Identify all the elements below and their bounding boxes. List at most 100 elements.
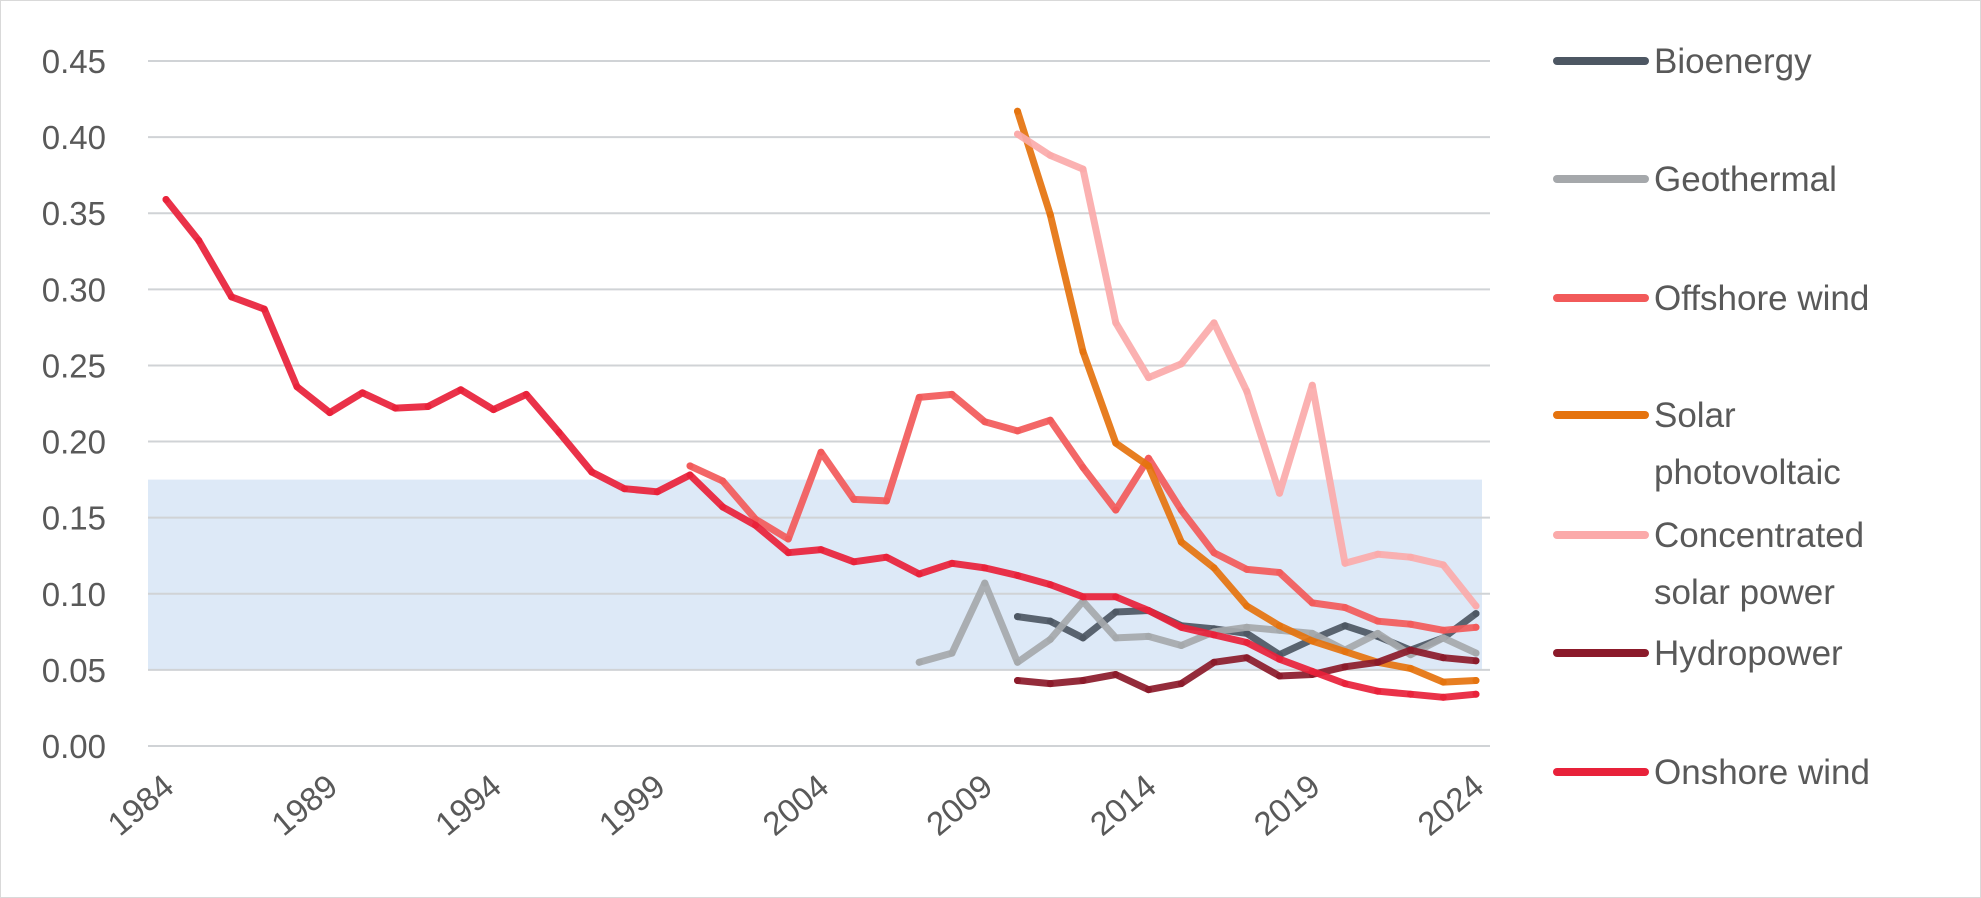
data-point bbox=[1407, 620, 1414, 628]
data-point bbox=[1276, 622, 1283, 630]
data-point bbox=[1243, 638, 1251, 646]
x-tick-label: 2014 bbox=[1083, 767, 1163, 843]
data-point bbox=[1472, 610, 1480, 618]
data-point bbox=[1374, 550, 1382, 558]
data-point bbox=[1145, 374, 1152, 382]
data-point bbox=[850, 558, 858, 566]
y-tick-label: 0.45 bbox=[42, 43, 106, 80]
data-point bbox=[1472, 649, 1480, 657]
data-point bbox=[1112, 506, 1120, 514]
data-point bbox=[1014, 130, 1021, 138]
data-point bbox=[1046, 416, 1054, 424]
data-point bbox=[359, 389, 366, 397]
x-tick-label: 2019 bbox=[1247, 767, 1327, 843]
y-tick-label: 0.20 bbox=[42, 424, 106, 461]
legend-label: Offshore wind bbox=[1654, 279, 1869, 318]
x-tick-label: 1989 bbox=[264, 767, 344, 843]
legend-item-onshore-wind: Onshore wind bbox=[1553, 753, 1870, 792]
data-point bbox=[1112, 439, 1120, 447]
series-concentrated-solar-power bbox=[1014, 130, 1480, 610]
legend-label: Bioenergy bbox=[1654, 42, 1812, 81]
data-point bbox=[1407, 646, 1414, 654]
data-point bbox=[424, 403, 432, 411]
legend-label: Hydropower bbox=[1654, 634, 1843, 673]
data-point bbox=[1374, 629, 1382, 637]
data-point bbox=[1308, 637, 1316, 645]
series-offshore-wind bbox=[686, 390, 1480, 634]
legend-item-concentrated-solar-power: Concentrated solar power bbox=[1553, 516, 1864, 612]
series-onshore-wind bbox=[162, 196, 1480, 701]
data-point bbox=[1439, 678, 1447, 686]
data-point bbox=[981, 579, 989, 587]
data-point bbox=[1407, 553, 1414, 561]
legend-label: solar power bbox=[1654, 573, 1835, 612]
y-tick-label: 0.00 bbox=[42, 728, 106, 765]
y-tick-label: 0.35 bbox=[42, 195, 106, 232]
data-point bbox=[686, 471, 694, 479]
legend-label: Solar bbox=[1654, 396, 1736, 435]
data-point bbox=[686, 462, 694, 470]
data-point bbox=[1407, 664, 1414, 672]
data-point bbox=[1014, 572, 1021, 580]
x-axis-ticks: 1984 1989 1994 1999 2004 2009 2014 2019 2024 bbox=[100, 767, 1490, 843]
data-point bbox=[1177, 642, 1185, 650]
data-point bbox=[326, 409, 334, 417]
data-point bbox=[1210, 549, 1218, 557]
data-point bbox=[1210, 631, 1218, 639]
y-tick-label: 0.25 bbox=[42, 347, 106, 384]
y-axis-ticks: 0.00 0.05 0.10 0.15 0.20 0.25 0.30 0.35 0.40 0.45 bbox=[42, 43, 106, 765]
data-point bbox=[1079, 348, 1087, 356]
legend-label: Concentrated bbox=[1654, 516, 1864, 555]
data-point bbox=[1145, 454, 1152, 462]
data-point bbox=[1341, 559, 1349, 567]
data-point bbox=[1439, 626, 1447, 634]
data-point bbox=[1374, 687, 1382, 695]
data-point bbox=[1341, 680, 1349, 688]
data-point bbox=[260, 305, 268, 313]
data-point bbox=[1276, 568, 1283, 576]
data-point bbox=[1210, 564, 1218, 572]
data-point bbox=[1079, 463, 1087, 471]
data-point bbox=[1145, 632, 1152, 640]
data-point bbox=[1046, 680, 1054, 688]
data-point bbox=[1341, 663, 1349, 671]
data-point bbox=[391, 404, 399, 412]
data-point bbox=[1112, 319, 1120, 327]
data-point bbox=[1374, 617, 1382, 625]
data-point bbox=[948, 390, 956, 398]
data-point bbox=[915, 393, 923, 401]
data-point bbox=[981, 564, 989, 572]
series-line bbox=[915, 579, 1480, 666]
data-point bbox=[1177, 623, 1185, 631]
gridlines bbox=[148, 60, 1490, 747]
data-point bbox=[522, 390, 530, 398]
data-point bbox=[1046, 617, 1054, 625]
legend-item-offshore-wind: Offshore wind bbox=[1553, 279, 1869, 318]
data-point bbox=[752, 521, 759, 529]
data-point bbox=[1243, 602, 1251, 610]
legend-label: Onshore wind bbox=[1654, 753, 1870, 792]
data-point bbox=[784, 549, 792, 557]
data-point bbox=[1014, 677, 1021, 685]
data-point bbox=[457, 386, 465, 394]
data-point bbox=[1276, 672, 1283, 680]
data-point bbox=[1112, 593, 1120, 601]
data-point bbox=[1210, 658, 1218, 666]
data-point bbox=[850, 495, 858, 503]
data-point bbox=[1341, 603, 1349, 611]
data-point bbox=[1276, 489, 1283, 497]
data-point bbox=[948, 559, 956, 567]
x-tick-label: 2009 bbox=[919, 767, 999, 843]
series-hydropower bbox=[1014, 646, 1480, 694]
data-point bbox=[1112, 634, 1120, 642]
data-point bbox=[1177, 680, 1185, 688]
data-point bbox=[948, 649, 956, 657]
y-tick-label: 0.10 bbox=[42, 576, 106, 613]
data-point bbox=[195, 237, 203, 245]
data-point bbox=[1439, 693, 1447, 701]
data-point bbox=[817, 448, 825, 456]
data-point bbox=[1014, 613, 1021, 621]
data-point bbox=[1276, 655, 1283, 663]
